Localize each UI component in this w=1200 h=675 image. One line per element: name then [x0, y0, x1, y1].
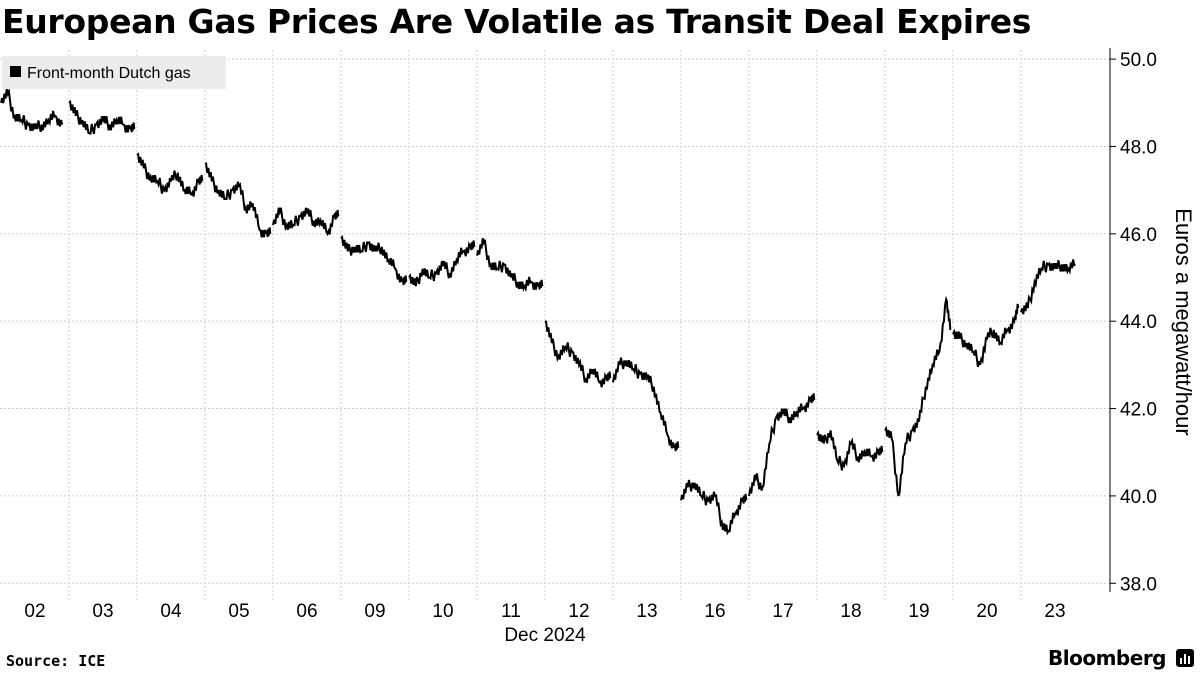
y-tick-label: 40.0 — [1120, 487, 1157, 508]
x-tick-label: 09 — [364, 601, 385, 622]
x-tick-label: 02 — [24, 601, 45, 622]
series-line-segment — [272, 207, 340, 237]
series-line-segment — [952, 303, 1020, 368]
series-line-segment — [476, 238, 544, 293]
series-line-segment — [544, 320, 612, 388]
y-tick-label: 50.0 — [1120, 50, 1157, 71]
series-line-segment — [340, 235, 408, 286]
y-tick-label: 38.0 — [1120, 574, 1157, 595]
series-line-segment — [612, 357, 680, 452]
x-tick-label: 17 — [772, 601, 793, 622]
gridlines — [0, 58, 1110, 584]
x-axis-month-label: Dec 2024 — [504, 625, 586, 646]
y-axis-label: Euros a megawatt/hour — [1171, 208, 1196, 435]
source-note: Source: ICE — [6, 652, 106, 670]
legend-swatch — [10, 66, 21, 77]
chart-title: European Gas Prices Are Volatile as Tran… — [2, 2, 1032, 41]
series-line-segment — [136, 152, 204, 197]
series-line-segment — [1020, 259, 1076, 315]
bloomberg-terminal-icon — [1176, 649, 1194, 667]
y-tick-label: 42.0 — [1120, 400, 1157, 421]
y-tick-label: 48.0 — [1120, 137, 1157, 158]
x-tick-label: 04 — [160, 601, 182, 622]
legend-background — [2, 56, 226, 89]
series-line-segment — [884, 295, 952, 497]
y-tick-label: 44.0 — [1120, 312, 1157, 333]
y-tick-label: 46.0 — [1120, 225, 1157, 246]
series-line-segment — [680, 479, 748, 536]
x-tick-label: 03 — [92, 601, 113, 622]
x-tick-label: 23 — [1044, 601, 1065, 622]
legend: Front-month Dutch gas — [2, 56, 226, 89]
series-line-segment — [408, 240, 476, 287]
legend-entry: Front-month Dutch gas — [27, 65, 191, 82]
x-axis: 02 03 04 05 06 09 10 11 12 13 16 17 18 19 20 23 Dec 2024 — [24, 601, 1065, 646]
series-line-segment — [0, 87, 64, 133]
x-tick-label: 19 — [908, 601, 929, 622]
x-tick-label: 06 — [296, 601, 317, 622]
x-tick-label: 11 — [501, 601, 521, 622]
x-tick-label: 16 — [704, 601, 725, 622]
x-tick-label: 18 — [840, 601, 861, 622]
x-tick-label: 20 — [976, 601, 997, 622]
x-tick-label: 13 — [636, 601, 657, 622]
brand-logo: Bloomberg — [1048, 646, 1166, 670]
series-line-segment — [204, 162, 272, 238]
series-layer — [0, 87, 1076, 536]
series-line-segment — [748, 393, 816, 497]
series-line-segment — [68, 99, 136, 135]
x-tick-label: 10 — [432, 601, 453, 622]
x-tick-label: 05 — [228, 601, 249, 622]
y-axis: 38.0 40.0 42.0 44.0 46.0 48.0 50.0 — [1109, 48, 1157, 595]
series-line-segment — [816, 430, 884, 471]
x-day-separators — [68, 50, 1022, 600]
x-tick-label: 12 — [568, 601, 589, 622]
